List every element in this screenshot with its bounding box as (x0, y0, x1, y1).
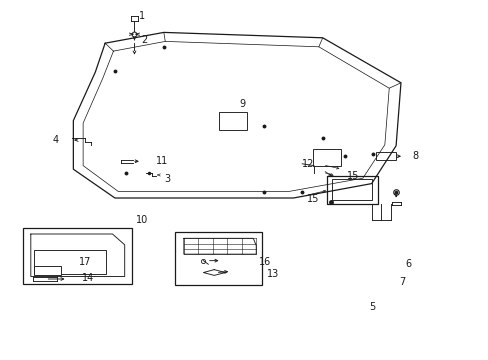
Bar (23, 228, 132, 284)
Bar (375, 152, 395, 160)
Bar (331, 179, 371, 200)
Bar (34, 266, 61, 275)
Text: 11: 11 (155, 156, 167, 166)
Text: 3: 3 (163, 174, 170, 184)
Text: 4: 4 (53, 135, 59, 145)
Text: 17: 17 (79, 257, 91, 267)
Text: 16: 16 (259, 257, 271, 267)
Text: 2: 2 (141, 35, 147, 45)
Bar (34, 250, 106, 274)
Bar (312, 149, 341, 166)
Text: 5: 5 (368, 302, 375, 312)
Text: 7: 7 (398, 276, 405, 287)
Text: 6: 6 (405, 258, 411, 269)
Text: 14: 14 (82, 273, 94, 283)
Text: 1: 1 (139, 11, 145, 21)
Text: 10: 10 (136, 215, 148, 225)
Text: 15: 15 (306, 194, 319, 204)
Text: 12: 12 (302, 159, 314, 169)
Text: 9: 9 (239, 99, 245, 109)
Text: 13: 13 (266, 269, 278, 279)
Bar (219, 112, 247, 130)
Bar (175, 232, 262, 285)
Text: 8: 8 (412, 150, 418, 161)
Text: 15: 15 (346, 171, 359, 181)
